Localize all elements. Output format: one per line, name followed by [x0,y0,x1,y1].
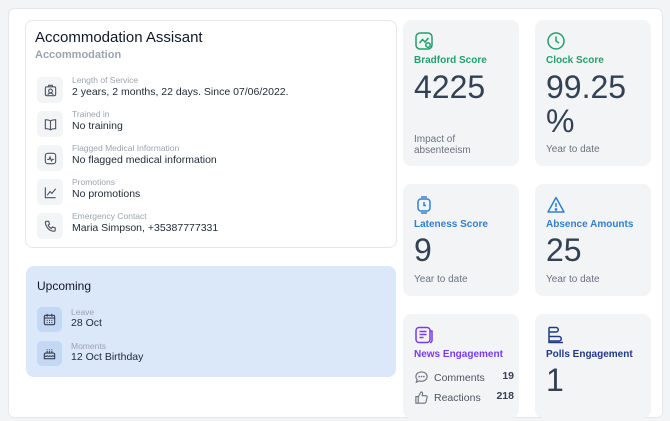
phone-icon [37,213,63,239]
medical-icon [37,145,63,171]
tile-absence-amounts[interactable]: Absence Amounts 25 Year to date [535,184,651,296]
profile-card: Accommodation Assisant Accommodation Len… [25,20,397,248]
info-row-medical: Flagged Medical Information No flagged m… [37,143,387,171]
news-icon [415,326,433,344]
info-row-trained-in: Trained in No training [37,109,387,137]
tile-bradford-score[interactable]: Bradford Score 4225 Impact of absenteeis… [403,20,519,166]
stopwatch-icon [417,196,431,214]
cake-icon [37,341,62,366]
bradford-icon [415,32,433,50]
badge-icon [37,77,63,103]
tile-news-engagement[interactable]: News Engagement Comments 19 Reactions 21… [403,314,519,418]
news-comments: Comments 19 [414,370,514,386]
upcoming-card: Upcoming Leave 28 Oct Moments 12 Oct Bir… [26,266,396,377]
chart-line-icon [37,179,63,205]
comment-icon [415,371,428,384]
news-reactions: Reactions 218 [414,390,514,406]
info-row-promotions: Promotions No promotions [37,177,387,205]
upcoming-item-moments: Moments 12 Oct Birthday [37,341,337,367]
book-icon [37,111,63,137]
info-row-length-of-service: Length of Service 2 years, 2 months, 22 … [37,75,387,103]
poll-icon [548,326,563,344]
upcoming-title: Upcoming [37,279,92,293]
calendar-icon [37,307,62,332]
tile-clock-score[interactable]: Clock Score 99.25 % Year to date [535,20,651,166]
job-title: Accommodation Assisant [35,29,203,46]
clock-icon [547,32,565,50]
warning-icon [547,196,565,213]
tile-lateness-score[interactable]: Lateness Score 9 Year to date [403,184,519,296]
thumbs-up-icon [415,391,428,404]
tile-polls-engagement[interactable]: Polls Engagement 1 [535,314,651,418]
department: Accommodation [35,49,122,61]
info-row-emergency-contact: Emergency Contact Maria Simpson, +353877… [37,211,387,239]
upcoming-item-leave: Leave 28 Oct [37,307,337,333]
